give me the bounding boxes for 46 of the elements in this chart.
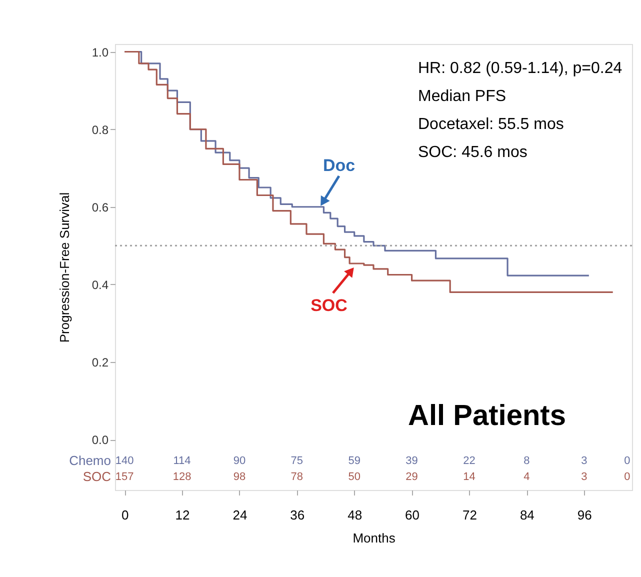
annotation: 3 [581,455,588,467]
annotation: 114 [173,455,191,467]
annotation: 98 [233,471,246,483]
annotation: 39 [406,455,418,467]
annotation: 14 [463,471,476,483]
x-axis-title: Months [352,530,396,546]
y-tick-label: 0.6 [92,200,109,214]
annotation: Median PFS [418,88,506,105]
annotation: 90 [233,455,246,467]
text: Chemo [69,453,111,468]
x-tick-label: 84 [520,508,534,522]
annotation: 75 [290,455,304,467]
annotation: Docetaxel: 55.5 mos [418,116,564,133]
y-tick-label: 1.0 [92,45,109,60]
annotation: 3 [581,471,588,483]
y-tick-label: 0.0 [92,433,109,448]
annotation: 128 [172,471,192,483]
annotation: All Patients [408,400,566,432]
x-tick-label: 0 [121,508,129,522]
annotation: 59 [348,455,360,467]
annotation: 29 [406,471,418,483]
x-tick-label: 96 [577,508,592,522]
y-tick-label: 0.4 [92,278,109,292]
x-tick-label: 48 [348,508,362,522]
y-axis-title: Progression-Free Survival [56,192,72,343]
annotation: 78 [290,471,304,483]
annotation: 50 [348,471,360,483]
annotation: 8 [524,455,530,467]
x-tick-label: 72 [462,508,477,522]
x-tick-label: 36 [290,508,305,522]
x-tick-label: 60 [405,508,420,522]
y-tick-label: 0.8 [92,122,109,137]
annotation: 4 [524,471,530,483]
annotation: 22 [463,455,476,467]
y-tick-label: 0.2 [92,356,109,370]
annotation: 0 [624,455,630,467]
annotation: 140 [115,455,134,467]
annotation: HR: 0.82 (0.59-1.14), p=0.24 [418,60,622,77]
text: SOC [82,469,111,484]
annotation: 0 [624,471,630,483]
x-tick-label: 12 [175,508,190,522]
annotation: SOC: 45.6 mos [418,144,528,161]
x-tick-label: 24 [232,508,248,522]
annotation: 157 [115,471,134,483]
series-label: Doc [322,156,356,175]
series-label: SOC [310,296,348,315]
